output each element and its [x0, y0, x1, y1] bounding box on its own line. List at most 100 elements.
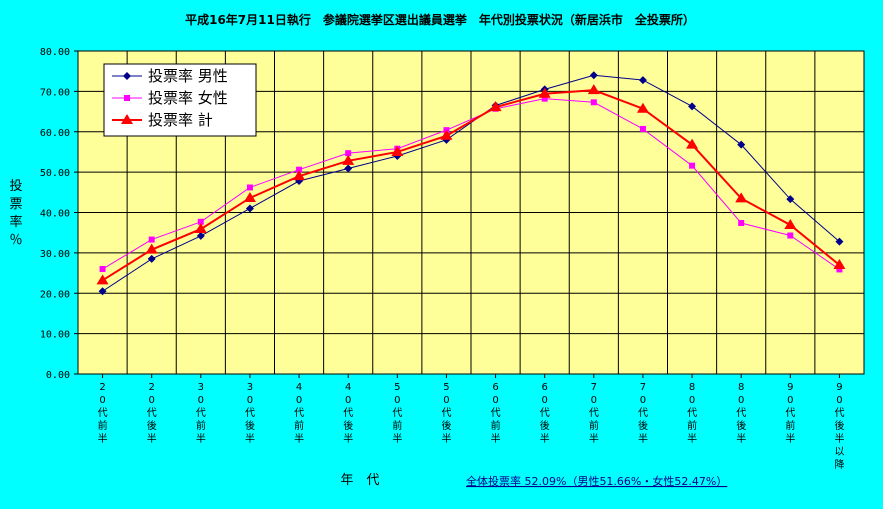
legend-label: 投票率 計 [148, 111, 213, 129]
x-category-char: 半 [294, 432, 304, 445]
x-category-char: 0 [738, 395, 744, 406]
x-category-char: 前 [687, 419, 697, 432]
data-point [342, 154, 355, 165]
series-line [102, 74, 840, 292]
data-point [689, 162, 696, 169]
x-category-char: 0 [443, 395, 449, 406]
x-category-char: 代 [785, 407, 795, 419]
data-point [489, 101, 502, 112]
x-category-char: 7 [591, 382, 597, 393]
data-point [344, 164, 353, 173]
y-tick-label: 60.00 [40, 128, 70, 139]
data-point [147, 254, 156, 263]
y-label-char: ％ [9, 233, 22, 248]
data-point [688, 102, 697, 111]
y-tick-label: 80.00 [40, 47, 70, 58]
data-point [245, 204, 254, 213]
x-category-char: 9 [836, 382, 842, 393]
data-point [148, 236, 155, 243]
y-tick-label: 20.00 [40, 289, 70, 300]
x-category-char: 代 [294, 407, 304, 419]
data-point [345, 150, 352, 157]
data-point [786, 195, 795, 204]
x-category-char: 半 [392, 432, 402, 445]
x-category-char: 0 [787, 395, 793, 406]
x-category-char: 半 [98, 432, 108, 445]
data-point [636, 102, 649, 113]
x-category-char: 2 [99, 382, 105, 393]
x-category-char: 2 [149, 382, 155, 393]
x-category-char: 7 [640, 382, 646, 393]
data-point [296, 166, 303, 173]
x-category-char: 4 [296, 382, 302, 393]
x-category-char: 前 [392, 419, 402, 432]
data-point [243, 191, 256, 202]
data-point [196, 231, 205, 240]
series-group [96, 71, 846, 296]
x-category-char: 8 [738, 382, 744, 393]
x-category-char: 後 [343, 419, 353, 432]
chart-title: 平成16年7月11日執行 参議院選挙区選出議員選挙 年代別投票状況（新居浜市 全… [185, 12, 695, 27]
data-point [96, 274, 109, 285]
x-category-char: 半 [491, 432, 501, 445]
legend-item: 投票率 計 [112, 111, 213, 129]
data-point [686, 138, 699, 149]
x-category-char: 前 [785, 419, 795, 432]
x-category-char: 半 [589, 432, 599, 445]
x-category-char: 後 [245, 419, 255, 432]
overall-turnout-note: 全体投票率 52.09%（男性51.66%・女性52.47%） [466, 474, 727, 488]
x-category-char: 代 [834, 407, 844, 419]
x-category-char: 0 [394, 395, 400, 406]
data-point [99, 266, 106, 273]
x-category-char: 代 [245, 407, 255, 419]
x-category-char: 半 [147, 432, 157, 445]
y-label-char: 投 [9, 178, 22, 194]
x-category-char: 0 [689, 395, 695, 406]
y-tick-label: 40.00 [40, 209, 70, 220]
x-category-char: 半 [540, 432, 550, 445]
data-point [784, 219, 797, 230]
y-label-char: 票 [9, 197, 22, 212]
x-category-char: 0 [591, 395, 597, 406]
data-point [638, 76, 647, 85]
x-category-char: 9 [787, 382, 793, 393]
x-category-char: 後 [540, 419, 550, 432]
data-point [836, 266, 843, 273]
x-category-char: 代 [98, 407, 108, 419]
x-category-char: 後 [147, 419, 157, 432]
x-category-char: 0 [247, 395, 253, 406]
x-category-char: 前 [196, 419, 206, 432]
x-category-char: 代 [147, 407, 157, 419]
legend-marker [121, 114, 133, 124]
data-point [194, 223, 207, 234]
x-category-char: 後 [638, 419, 648, 432]
x-category-char: 前 [589, 419, 599, 432]
x-category-char: 代 [441, 407, 451, 419]
data-point [639, 125, 646, 132]
data-point [737, 140, 746, 149]
legend-item: 投票率 女性 [112, 89, 228, 107]
x-category-char: 0 [198, 395, 204, 406]
series-line [102, 89, 841, 282]
series-line [102, 98, 840, 270]
data-point [246, 184, 253, 191]
x-category-char: 前 [294, 419, 304, 432]
legend-label: 投票率 男性 [148, 67, 228, 85]
x-category-char: 代 [589, 407, 599, 419]
y-label-char: 率 [9, 214, 22, 230]
data-point [391, 145, 404, 156]
data-point [440, 129, 453, 140]
y-axis-ticks: 0.00 10.00 20.00 30.00 40.00 50.00 60.00 70.00 8… [40, 47, 78, 381]
x-category-char: 以 [834, 447, 844, 458]
legend-marker [124, 95, 130, 101]
data-point [738, 219, 745, 226]
